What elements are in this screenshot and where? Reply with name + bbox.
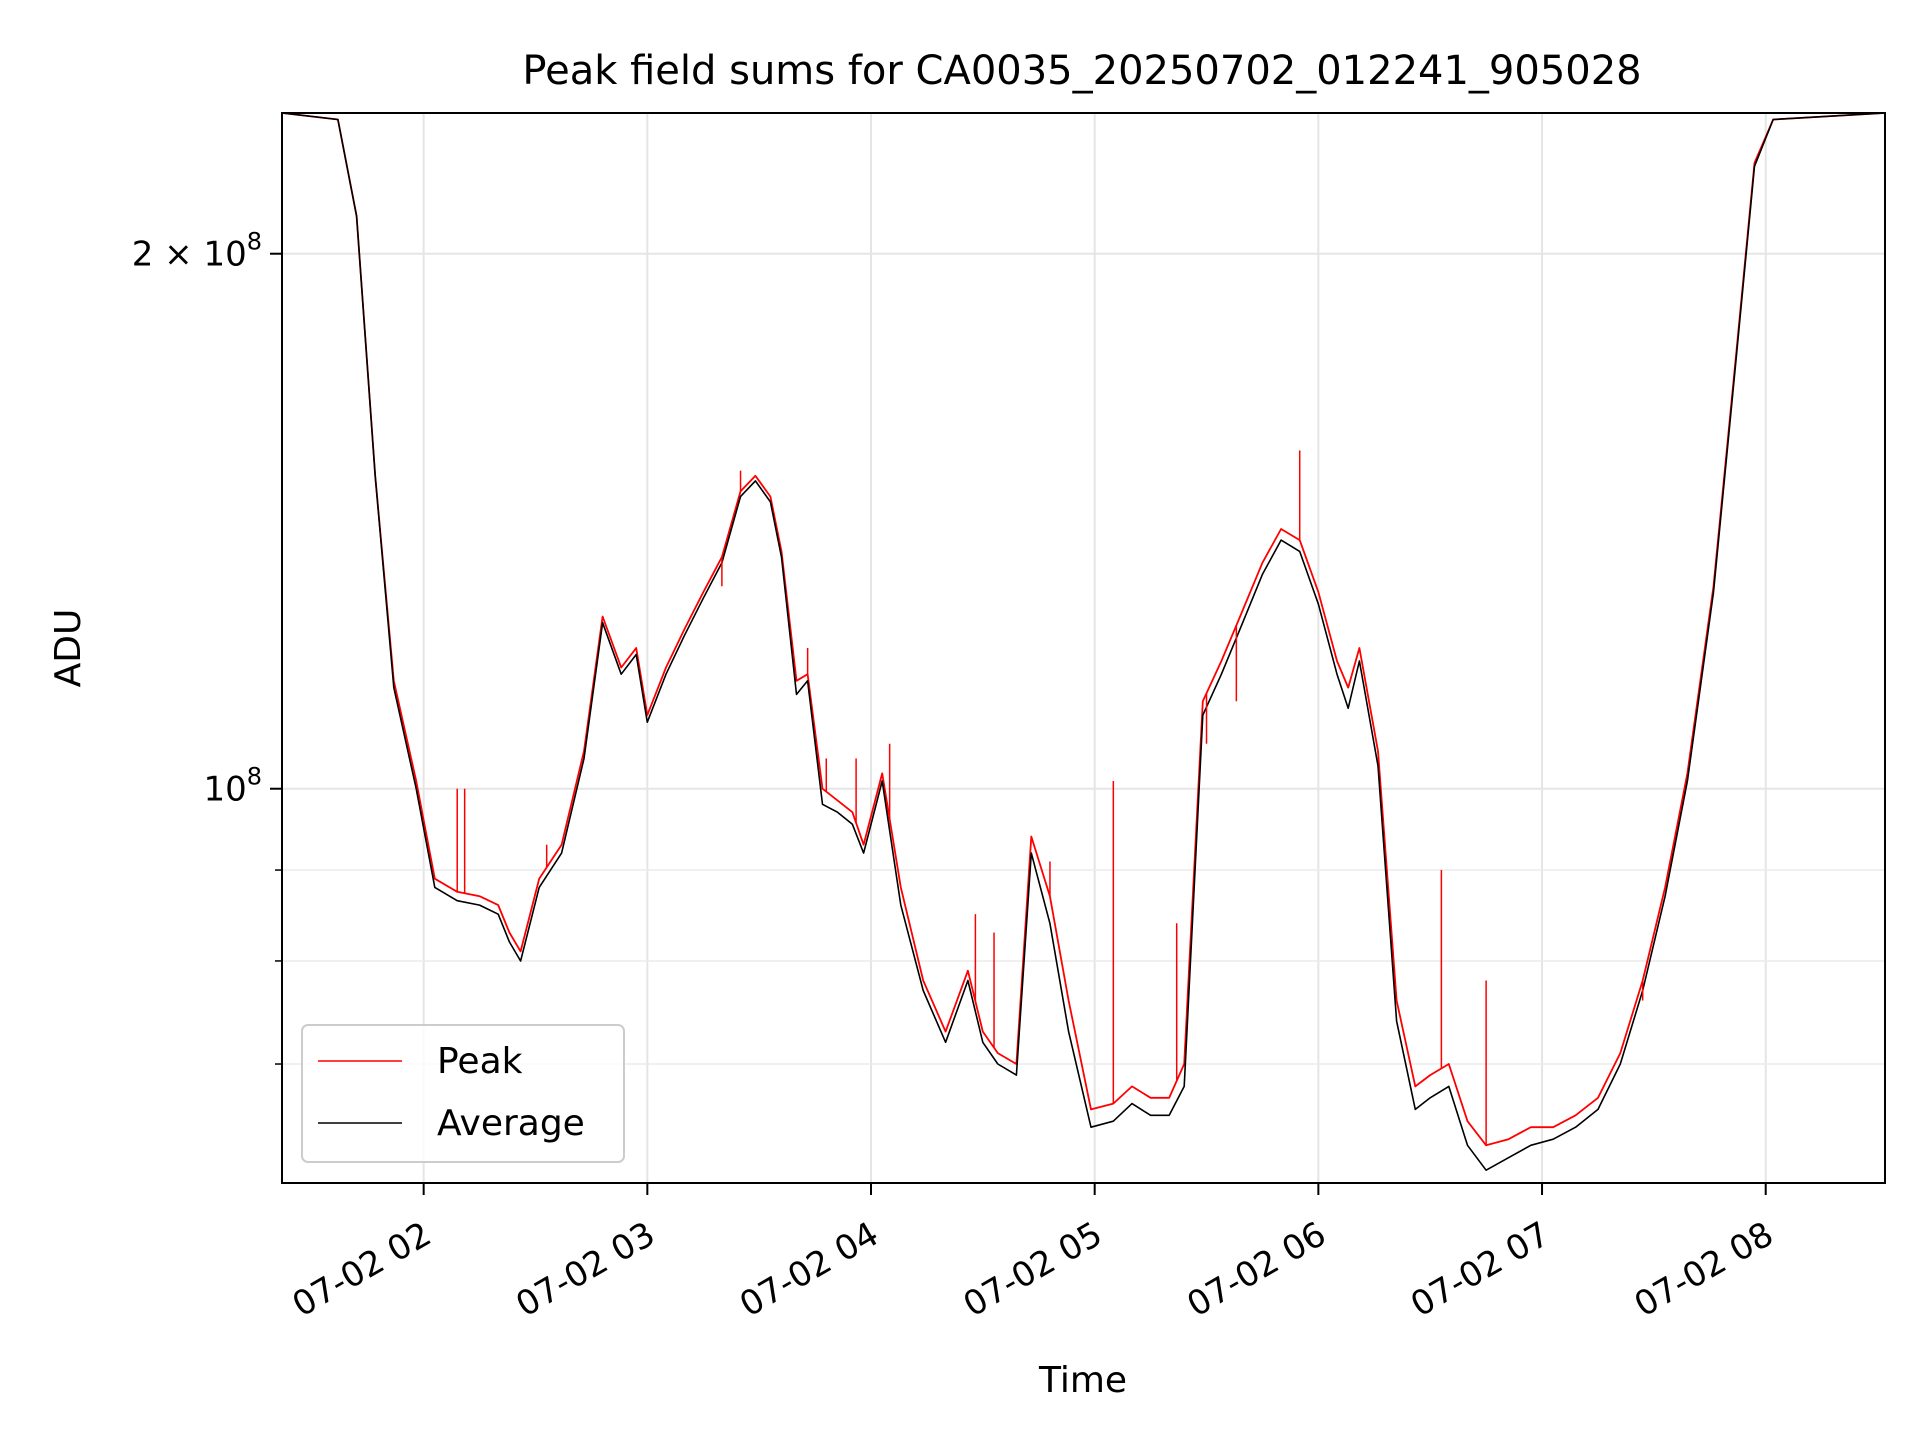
y-axis-ticks: 108 2 × 108 bbox=[132, 228, 282, 1065]
x-axis-label: Time bbox=[1038, 1360, 1127, 1401]
series-line-average bbox=[282, 113, 1885, 1171]
axes-frame bbox=[281, 112, 1886, 1184]
legend: Peak Average bbox=[301, 1024, 625, 1163]
y-tick-label-1: 2 × 108 bbox=[132, 228, 262, 275]
legend-box bbox=[301, 1024, 625, 1163]
legend-label-average: Average bbox=[437, 1103, 585, 1144]
grid bbox=[282, 113, 1885, 1183]
plot-lines bbox=[282, 113, 1885, 1171]
chart-title: Peak field sums for CA0035_20250702_0122… bbox=[522, 48, 1641, 94]
y-axis-label: ADU bbox=[48, 609, 89, 688]
legend-label-peak: Peak bbox=[437, 1041, 523, 1082]
y-tick-label-0: 108 bbox=[203, 763, 262, 810]
